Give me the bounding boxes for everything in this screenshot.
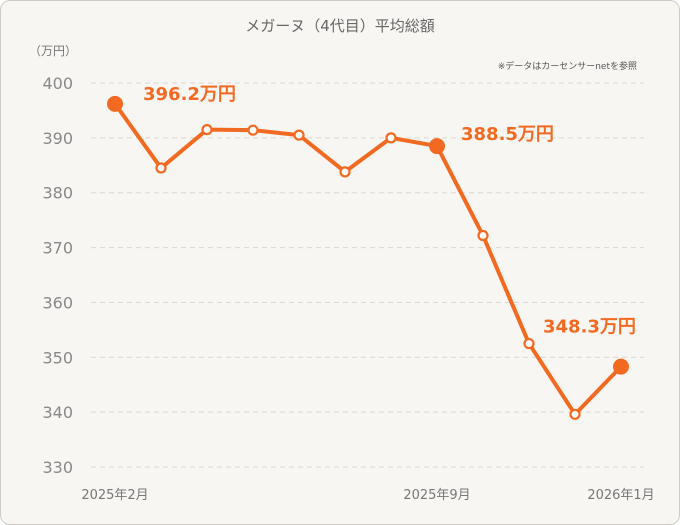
- data-point: [201, 124, 213, 136]
- gridlines: [91, 82, 644, 468]
- x-axis-ticks: 2025年2月 2025年9月 2026年1月: [81, 488, 654, 503]
- y-tick-label: 350: [42, 348, 73, 367]
- series-line: [113, 101, 623, 417]
- callout-label: 348.3万円: [543, 317, 636, 338]
- y-tick-label: 370: [42, 239, 73, 258]
- data-point: [293, 129, 305, 141]
- y-tick-label: 400: [42, 74, 73, 93]
- x-tick-label: 2026年1月: [587, 488, 654, 503]
- data-point: [523, 337, 535, 350]
- highlight-point: [429, 138, 445, 155]
- x-tick-label: 2025年9月: [403, 488, 470, 503]
- x-tick-label: 2025年2月: [81, 488, 148, 503]
- callout-label: 388.5万円: [461, 124, 554, 145]
- chart-title: メガーヌ（4代目）平均総額: [245, 17, 435, 35]
- data-point: [477, 229, 489, 242]
- callout-labels: 396.2万円 388.5万円 348.3万円: [143, 84, 636, 338]
- y-tick-label: 380: [42, 184, 73, 203]
- highlight-point: [107, 95, 123, 112]
- y-unit-label: （万円）: [29, 44, 77, 58]
- data-points: [107, 95, 629, 420]
- data-point: [155, 162, 167, 174]
- data-point: [569, 408, 581, 420]
- y-tick-label: 390: [42, 129, 73, 148]
- data-point: [339, 166, 351, 178]
- y-tick-label: 340: [42, 403, 73, 422]
- y-tick-label: 330: [42, 458, 73, 477]
- data-point: [385, 132, 397, 144]
- y-tick-label: 360: [42, 293, 73, 312]
- highlight-point: [613, 358, 629, 375]
- series-polyline: [113, 101, 623, 417]
- y-axis-ticks: 330 340 350 360 370 380 390 400: [42, 74, 73, 477]
- callout-label: 396.2万円: [143, 84, 236, 105]
- source-note: ※データはカーセンサーnetを参照: [498, 60, 637, 72]
- data-point: [247, 124, 259, 136]
